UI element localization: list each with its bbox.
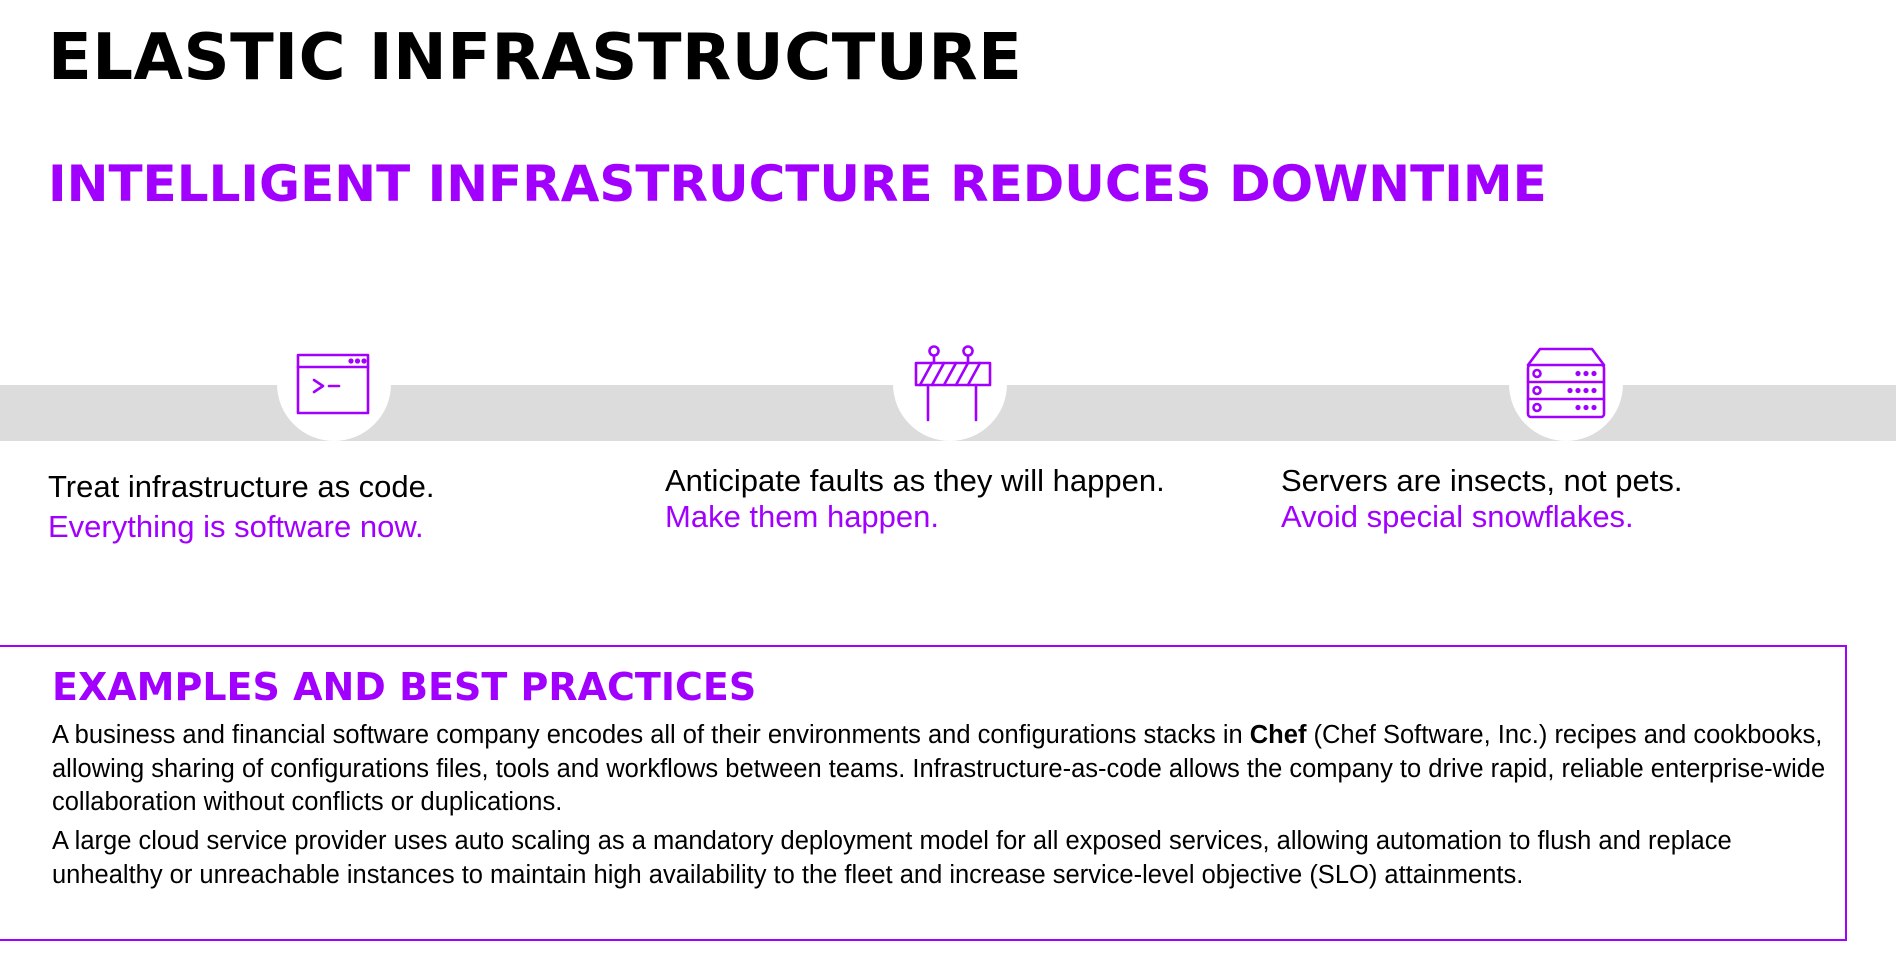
pillar-lead: Treat infrastructure as code. — [48, 469, 435, 504]
pillar-accent: Avoid special snowflakes. — [1281, 499, 1634, 534]
icon-circle-2 — [893, 327, 1007, 441]
terminal-window-icon — [296, 353, 370, 415]
pillar-accent: Everything is software now. — [48, 509, 424, 544]
example-1-text-before: A business and financial software compan… — [52, 721, 1250, 749]
chef-bold-text: Chef — [1249, 721, 1307, 749]
example-1-text-after: (Chef Software, Inc.) recipes and cookbo… — [52, 721, 1826, 816]
pillar-infrastructure-as-code: Treat infrastructure as code. Everything… — [48, 467, 435, 547]
icon-circle-1 — [277, 327, 391, 441]
road-barrier-icon — [914, 345, 992, 422]
page-subtitle: INTELLIGENT INFRASTRUCTURE REDUCES DOWNT… — [48, 155, 1547, 213]
icon-circle-3 — [1509, 327, 1623, 441]
example-paragraph-2: A large cloud service provider uses auto… — [52, 827, 1732, 889]
example-paragraph-1: A business and financial software compan… — [52, 719, 1842, 820]
server-rack-icon — [1526, 347, 1606, 419]
examples-box: EXAMPLES AND BEST PRACTICES A business a… — [0, 645, 1847, 941]
pillar-accent: Make them happen. — [665, 499, 940, 534]
pillar-lead: Servers are insects, not pets. — [1281, 463, 1683, 498]
page-title: ELASTIC INFRASTRUCTURE — [48, 21, 1023, 95]
examples-heading: EXAMPLES AND BEST PRACTICES — [52, 665, 757, 709]
pillar-servers-insects: Servers are insects, not pets. Avoid spe… — [1281, 463, 1682, 535]
pillar-lead: Anticipate faults as they will happen. — [665, 463, 1165, 498]
pillar-anticipate-faults: Anticipate faults as they will happen. M… — [665, 463, 1165, 535]
